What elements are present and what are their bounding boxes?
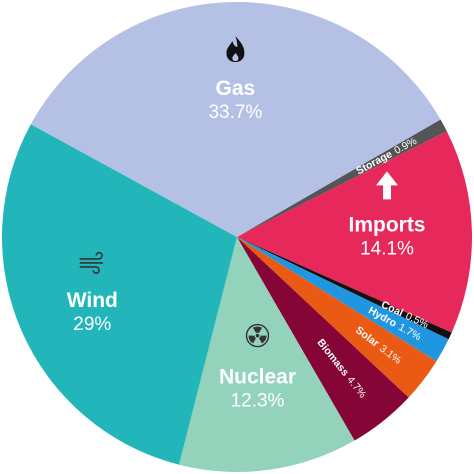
radiation-icon [245, 323, 270, 348]
pie-slice-nuclear [179, 237, 355, 473]
slice-label-imports: Imports [348, 213, 425, 236]
slice-value-imports: 14.1% [360, 238, 414, 259]
pie-slice-gas [30, 1, 441, 237]
pie-slice-hydro [237, 237, 449, 362]
wind-icon [79, 251, 104, 274]
pie-slice-coal [237, 237, 452, 340]
arrow-up-icon [376, 171, 398, 200]
slice-value-nuclear: 12.3% [231, 391, 285, 412]
flame-icon [226, 36, 245, 62]
pie-slice-solar [237, 237, 437, 398]
pie-slice-storage [237, 119, 447, 237]
slice-label-gas: Gas [216, 77, 256, 100]
pie-slice-wind [1, 124, 238, 465]
slice-value-gas: 33.7% [208, 102, 262, 123]
slice-label-nuclear: Nuclear [219, 366, 296, 389]
slice-label-wind: Wind [67, 289, 118, 312]
slice-value-wind: 29% [73, 314, 111, 335]
pie-slice-biomass [237, 237, 409, 441]
pie-slice-imports [237, 131, 472, 333]
